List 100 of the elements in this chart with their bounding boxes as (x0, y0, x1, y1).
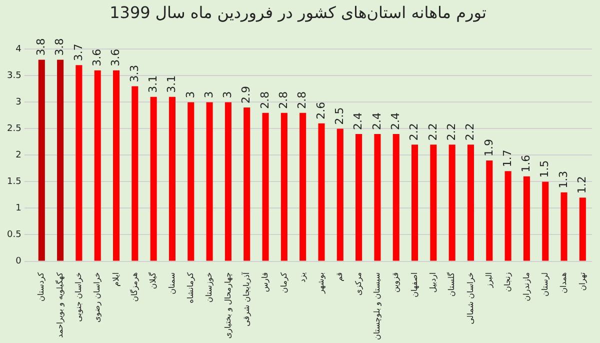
data-label: 1.7 (500, 150, 514, 168)
y-tick-label: 0 (16, 256, 22, 267)
x-tick-label: مرکزی (354, 272, 363, 296)
data-label: 1.5 (538, 160, 552, 178)
bar (300, 112, 306, 261)
bar (262, 112, 269, 261)
x-tick-label: تهران (578, 272, 587, 291)
data-label: 2.6 (314, 102, 328, 120)
bar (467, 144, 474, 261)
data-label: 3.3 (128, 64, 141, 82)
y-tick-label: 1.5 (6, 177, 22, 188)
data-label: 2.2 (426, 123, 440, 141)
data-label: 2.4 (370, 112, 384, 130)
chart-title: تورم ماهانه استان‌های کشور در فروردین ماه سال 1399 (110, 2, 486, 22)
y-tick-label: 3.5 (6, 71, 22, 82)
bar (318, 123, 325, 261)
x-tick-label: سمنان (167, 272, 176, 294)
data-label: 2.2 (408, 123, 421, 141)
data-label: 1.2 (576, 176, 589, 194)
bar (188, 102, 194, 261)
bar (336, 128, 344, 261)
bar (486, 160, 493, 261)
data-label: 3 (221, 91, 234, 98)
bar (579, 198, 586, 261)
x-tick-label: قم (335, 272, 344, 282)
data-label: 2.8 (296, 91, 309, 109)
data-label: 3.6 (109, 48, 122, 66)
data-label: 3.1 (146, 75, 160, 93)
data-label: 3.1 (165, 75, 178, 93)
x-tick-label: خراسان رضوی (92, 272, 102, 322)
x-tick-label: خراسان شمالی (466, 272, 475, 324)
bar (224, 102, 232, 261)
data-label: 3.6 (90, 48, 104, 66)
bar (560, 192, 568, 261)
data-label: 2.4 (352, 112, 365, 130)
x-tick-label: فارس (260, 272, 270, 292)
bar (412, 144, 418, 261)
x-tick-label: هرمزگان (129, 272, 139, 302)
data-label: 3 (184, 91, 197, 98)
data-label: 3.8 (34, 38, 48, 56)
x-tick-label: البرز (484, 272, 494, 289)
bar (206, 102, 213, 261)
y-tick-label: 4 (16, 44, 22, 55)
data-label: 1.3 (556, 170, 570, 188)
bar (244, 108, 250, 261)
data-label: 1.9 (482, 139, 496, 157)
bar (76, 65, 82, 261)
data-label: 2.8 (258, 91, 272, 109)
data-label: 2.9 (240, 86, 253, 104)
x-tick-label: همدان (559, 272, 568, 294)
x-tick-label: ایلام (111, 272, 120, 286)
bar (94, 70, 101, 261)
data-label: 2.2 (444, 123, 458, 141)
x-tick-label: سیستان و بلوچستان (372, 272, 382, 340)
data-label: 1.6 (520, 154, 533, 172)
bar (523, 176, 530, 261)
bar (280, 112, 288, 261)
bar (57, 60, 64, 261)
x-tick-label: گیلان (148, 272, 158, 290)
x-tick-label: لرستان (540, 272, 550, 297)
y-tick-label: 1 (16, 204, 22, 214)
x-tick-label: بوشهر (316, 272, 326, 294)
x-tick-label: مازندران (522, 272, 531, 302)
data-label: 2.5 (333, 107, 346, 125)
x-tick-label: گلستان (446, 272, 456, 297)
bar (392, 134, 400, 261)
bar (150, 96, 157, 261)
y-tick-label: 2.5 (6, 124, 22, 134)
x-tick-label: خوزستان (204, 272, 214, 303)
data-label: 2.2 (464, 123, 477, 141)
x-tick-label: اردبیل (428, 272, 438, 293)
x-tick-label: کرمانشاه (186, 272, 195, 304)
bar (356, 134, 362, 261)
bar (132, 86, 138, 261)
y-tick-label: 2 (16, 150, 22, 161)
x-tick-label: اصفهان (410, 272, 419, 298)
data-label: 3 (202, 91, 216, 98)
bar (38, 60, 45, 261)
bar (448, 144, 456, 261)
y-tick-label: 0.5 (6, 230, 22, 240)
x-tick-label: یزد (298, 272, 307, 282)
x-tick-label: آذربایجان شرقی (240, 271, 251, 326)
bar (430, 144, 437, 261)
bar (374, 134, 381, 261)
y-tick-label: 3 (16, 98, 22, 108)
x-tick-label: کهگیلویه و بویراحمد (54, 272, 64, 338)
data-label: 3.7 (72, 44, 85, 62)
bar (168, 96, 176, 261)
bar (113, 70, 120, 261)
data-label: 2.8 (277, 91, 290, 109)
x-tick-label: قزوین (391, 272, 400, 293)
bar (542, 182, 549, 261)
x-tick-label: خراسان جنوبی (74, 272, 84, 322)
x-tick-label: کرمان (279, 272, 288, 294)
x-tick-label: زنجان (503, 272, 512, 292)
x-tick-label: کردستان (36, 272, 46, 302)
x-tick-label: چهارمحال و بختیاری (223, 272, 232, 339)
data-label: 2.4 (388, 112, 402, 130)
bar (504, 171, 512, 261)
data-label: 3.8 (53, 38, 66, 56)
